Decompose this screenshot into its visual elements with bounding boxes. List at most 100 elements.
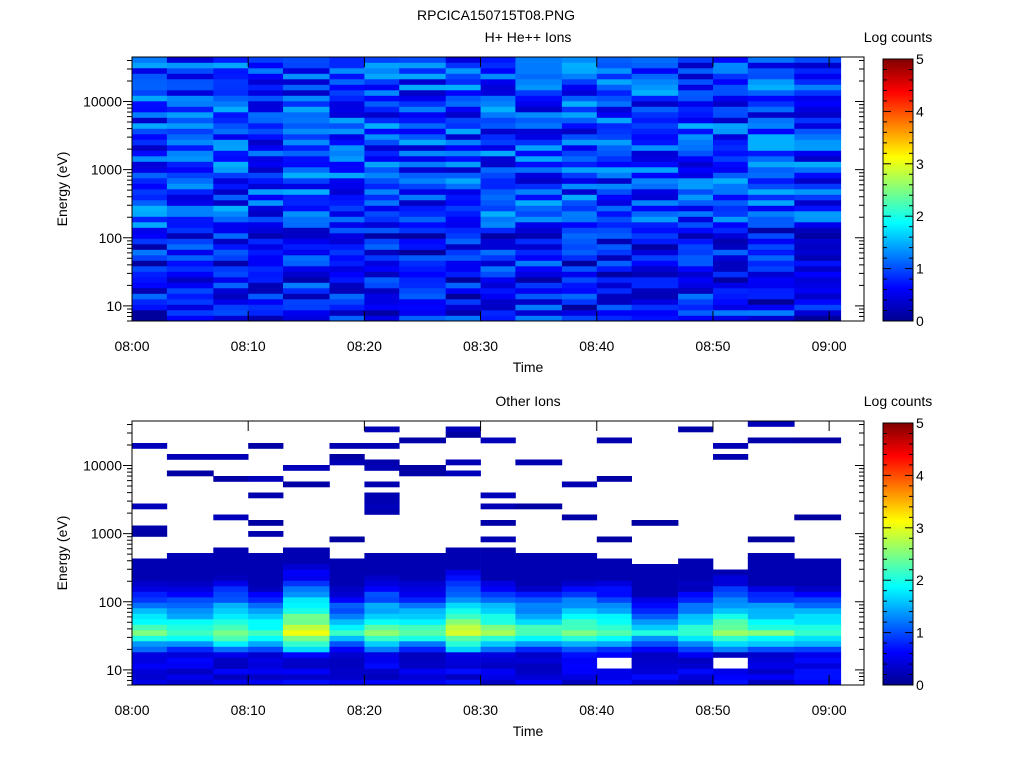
heatmap-cell xyxy=(561,150,598,157)
heatmap-cell xyxy=(678,608,714,614)
heatmap-cell xyxy=(445,547,481,554)
heatmap-cell xyxy=(399,68,446,74)
heatmap-cell xyxy=(166,597,214,603)
heatmap-cell xyxy=(166,112,214,118)
heatmap-cell xyxy=(596,233,632,239)
heatmap-cell xyxy=(329,233,365,239)
heatmap-cell xyxy=(794,679,842,686)
heatmap-cell xyxy=(166,641,214,647)
heatmap-cell xyxy=(248,310,284,316)
heatmap-cell xyxy=(480,564,516,570)
heatmap-cell xyxy=(166,591,214,598)
heatmap-cell xyxy=(364,580,400,587)
heatmap-cell xyxy=(283,547,330,554)
heatmap-cell xyxy=(515,668,563,675)
heatmap-cell xyxy=(713,652,749,658)
heatmap-cell xyxy=(596,437,632,444)
heatmap-cell xyxy=(283,84,330,91)
heatmap-cell xyxy=(631,624,679,631)
heatmap-cell xyxy=(399,564,446,570)
heatmap-cell xyxy=(445,211,481,217)
heatmap-cell xyxy=(364,172,400,179)
heatmap-cell xyxy=(213,476,249,482)
heatmap-cell xyxy=(132,139,168,146)
heatmap-cell xyxy=(329,238,365,245)
heatmap-cell xyxy=(445,222,481,228)
heatmap-cell xyxy=(794,569,842,576)
heatmap-cell xyxy=(794,117,842,124)
heatmap-cell xyxy=(747,260,795,267)
heatmap-cell xyxy=(213,547,249,554)
heatmap-cell xyxy=(713,222,749,228)
heatmap-cell xyxy=(213,205,249,212)
heatmap-cell xyxy=(561,304,598,311)
heatmap-cell xyxy=(678,139,714,146)
colorbar-tick-label: 4 xyxy=(916,103,924,119)
heatmap-cell xyxy=(132,674,168,680)
heatmap-cell xyxy=(329,156,365,162)
heatmap-cell xyxy=(166,260,214,267)
heatmap-cell xyxy=(480,145,516,151)
heatmap-cell xyxy=(329,161,365,168)
heatmap-cell xyxy=(596,161,632,168)
heatmap-cell xyxy=(747,106,795,113)
heatmap-cell xyxy=(283,575,330,581)
heatmap-cell xyxy=(713,73,749,80)
heatmap-cell xyxy=(166,238,214,245)
y-tick-label: 10000 xyxy=(83,94,122,110)
heatmap-cell xyxy=(515,156,563,162)
heatmap-cell xyxy=(678,304,714,311)
heatmap-cell xyxy=(713,635,749,642)
heatmap-cell xyxy=(445,90,481,96)
heatmap-cell xyxy=(480,569,516,576)
heatmap-cell xyxy=(794,514,842,521)
heatmap-cell xyxy=(283,663,330,669)
heatmap-cell xyxy=(631,227,679,234)
heatmap-cell xyxy=(747,194,795,201)
heatmap-cell xyxy=(631,101,679,107)
heatmap-cell xyxy=(364,68,400,74)
heatmap-cell xyxy=(329,613,365,620)
heatmap-cell xyxy=(480,679,516,686)
heatmap-cell xyxy=(132,277,168,283)
heatmap-cell xyxy=(248,282,284,289)
heatmap-cell xyxy=(329,62,365,69)
heatmap-cell xyxy=(248,624,284,631)
heatmap-cell xyxy=(445,112,481,118)
heatmap-cell xyxy=(747,293,795,300)
heatmap-cell xyxy=(213,249,249,256)
heatmap-cell xyxy=(213,255,249,261)
heatmap-cell xyxy=(329,57,365,63)
heatmap-cell xyxy=(794,591,842,598)
heatmap-cell xyxy=(399,62,446,69)
heatmap-cell xyxy=(561,591,598,598)
heatmap-cell xyxy=(166,569,214,576)
heatmap-cell xyxy=(283,244,330,250)
heatmap-cell xyxy=(329,260,365,267)
heatmap-cell xyxy=(561,624,598,631)
colorbar-label: Log counts xyxy=(864,29,933,45)
heatmap-cell xyxy=(713,57,749,63)
heatmap-cell xyxy=(794,211,842,217)
heatmap-cell xyxy=(445,101,481,107)
heatmap-cell xyxy=(213,73,249,80)
heatmap-cell xyxy=(445,79,481,85)
heatmap-cell xyxy=(364,608,400,614)
heatmap-cell xyxy=(747,591,795,598)
heatmap-cell xyxy=(132,123,168,129)
heatmap-cell xyxy=(596,150,632,157)
heatmap-cell xyxy=(248,189,284,195)
heatmap-cell xyxy=(747,569,795,576)
heatmap-cell xyxy=(678,73,714,80)
y-tick-label: 10000 xyxy=(83,458,122,474)
heatmap-cell xyxy=(596,238,632,245)
heatmap-cell xyxy=(248,679,284,686)
heatmap-cell xyxy=(283,679,330,686)
heatmap-cell xyxy=(213,597,249,603)
heatmap-cell xyxy=(480,553,516,559)
heatmap-cell xyxy=(364,426,400,433)
heatmap-cell xyxy=(678,266,714,272)
heatmap-cell xyxy=(794,613,842,620)
heatmap-cell xyxy=(248,630,284,636)
